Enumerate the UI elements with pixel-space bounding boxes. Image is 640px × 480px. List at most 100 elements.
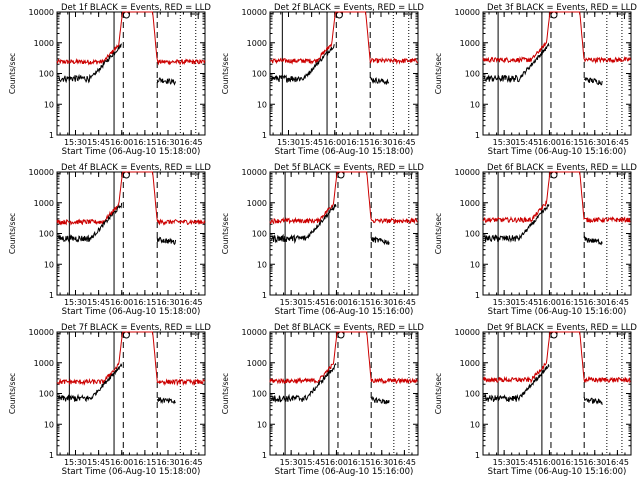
y-tick-label: 100 [39, 230, 54, 239]
events-rate-line [484, 364, 550, 403]
bracket-marker-icon [616, 13, 625, 19]
x-tick-label: 16:45 [606, 138, 629, 147]
y-tick-label: 10000 [455, 168, 480, 177]
events-rate-line [583, 396, 603, 405]
x-tick-label: 15:30 [280, 458, 303, 467]
y-axis-label: Counts/sec [8, 373, 17, 414]
y-tick-label: 1 [475, 291, 480, 300]
y-tick-label: 1000 [460, 199, 480, 208]
y-axis-label: Counts/sec [8, 53, 17, 94]
events-rate-line [58, 202, 123, 244]
x-tick-label: 16:45 [180, 298, 203, 307]
x-tick-label: 15:45 [515, 138, 538, 147]
events-rate-line [271, 203, 337, 245]
x-tick-label: 16:15 [561, 138, 584, 147]
y-axis-label: Counts/sec [221, 213, 230, 254]
x-tick-label: 16:30 [156, 458, 179, 467]
events-rate-line [484, 203, 550, 243]
x-axis-label: Start Time (06-Aug-10 15:18:00) [62, 147, 201, 157]
bracket-marker-icon [616, 333, 625, 339]
x-tick-label: 16:00 [110, 458, 133, 467]
panel-det-8: Det 8f BLACK = Events, RED = LLD 1 10 100 10… [221, 323, 424, 477]
bracket-marker-icon [403, 333, 412, 339]
panel-det-5: Det 5f BLACK = Events, RED = LLD 1 10 100 10… [221, 163, 424, 317]
plot-frame [56, 11, 206, 136]
x-tick-label: 15:30 [493, 138, 516, 147]
x-tick-label: 15:45 [515, 458, 538, 467]
bracket-marker-icon [616, 173, 625, 179]
y-tick-label: 1000 [460, 359, 480, 368]
x-tick-label: 16:45 [393, 458, 416, 467]
x-axis-label: Start Time (06-Aug-10 15:16:00) [488, 147, 627, 157]
events-rate-line [369, 76, 390, 85]
y-tick-label: 10 [44, 100, 54, 109]
x-axis-label: Start Time (06-Aug-10 15:18:00) [62, 467, 201, 477]
x-tick-label: 15:30 [280, 298, 303, 307]
y-tick-label: 10000 [455, 8, 480, 17]
events-rate-line [583, 76, 603, 86]
y-tick-label: 10 [44, 260, 54, 269]
plot-frame [56, 331, 206, 456]
plot-frame [56, 171, 206, 296]
y-tick-label: 100 [39, 390, 54, 399]
x-axis-label: Start Time (06-Aug-10 15:16:00) [488, 467, 627, 477]
x-tick-label: 16:30 [156, 138, 179, 147]
x-tick-label: 16:15 [133, 458, 156, 467]
lld-rate-line [482, 171, 631, 224]
x-tick-label: 16:30 [369, 138, 392, 147]
x-axis-label: Start Time (06-Aug-10 15:18:00) [62, 307, 201, 317]
events-rate-line [370, 236, 390, 246]
y-tick-label: 10000 [29, 328, 54, 337]
x-tick-label: 16:30 [156, 298, 179, 307]
lld-rate-line [482, 11, 631, 65]
y-tick-label: 100 [465, 70, 480, 79]
x-tick-label: 16:00 [325, 298, 348, 307]
bracket-marker-icon [190, 13, 199, 19]
x-tick-label: 16:30 [583, 298, 606, 307]
x-tick-label: 16:45 [393, 298, 416, 307]
y-tick-label: 10000 [29, 8, 54, 17]
x-tick-label: 16:15 [346, 138, 369, 147]
y-tick-label: 10000 [242, 328, 267, 337]
y-tick-label: 10 [257, 260, 267, 269]
panel-title: Det 9f BLACK = Events, RED = LLD [487, 323, 637, 333]
y-tick-label: 10000 [455, 328, 480, 337]
y-tick-label: 100 [252, 230, 267, 239]
x-tick-label: 15:45 [302, 298, 325, 307]
y-tick-label: 1000 [34, 199, 54, 208]
x-tick-label: 16:45 [180, 138, 203, 147]
y-tick-label: 1000 [34, 39, 54, 48]
x-tick-label: 15:30 [64, 138, 87, 147]
y-tick-label: 1000 [34, 359, 54, 368]
x-tick-label: 15:45 [515, 298, 538, 307]
x-tick-label: 15:45 [300, 138, 323, 147]
y-tick-label: 100 [39, 70, 54, 79]
y-axis-label: Counts/sec [434, 53, 443, 94]
x-tick-label: 16:00 [538, 298, 561, 307]
x-tick-label: 16:15 [348, 298, 371, 307]
events-rate-line [156, 77, 177, 86]
y-tick-label: 10000 [29, 168, 54, 177]
plot-frame [269, 331, 419, 456]
events-rate-line [271, 363, 337, 404]
y-tick-label: 1000 [460, 39, 480, 48]
x-axis-label: Start Time (06-Aug-10 15:16:00) [275, 467, 414, 477]
bracket-marker-icon [403, 13, 412, 19]
y-tick-label: 100 [252, 390, 267, 399]
x-tick-label: 16:30 [583, 458, 606, 467]
x-tick-label: 16:00 [110, 138, 133, 147]
y-tick-label: 10 [257, 100, 267, 109]
lld-rate-line [269, 171, 418, 225]
panel-det-7: Det 7f BLACK = Events, RED = LLD 1 10 100 10… [8, 323, 211, 477]
y-tick-label: 1 [262, 131, 267, 140]
panel-det-1: Det 1f BLACK = Events, RED = LLD 1 10 100 10… [8, 3, 211, 157]
panel-title: Det 5f BLACK = Events, RED = LLD [274, 163, 424, 173]
y-axis-label: Counts/sec [434, 373, 443, 414]
y-tick-label: 1 [262, 451, 267, 460]
x-tick-label: 15:30 [277, 138, 300, 147]
x-tick-label: 16:30 [370, 458, 393, 467]
y-tick-label: 100 [465, 230, 480, 239]
y-tick-label: 10 [470, 100, 480, 109]
panel-title: Det 1f BLACK = Events, RED = LLD [61, 3, 211, 13]
lld-rate-line [482, 331, 631, 384]
